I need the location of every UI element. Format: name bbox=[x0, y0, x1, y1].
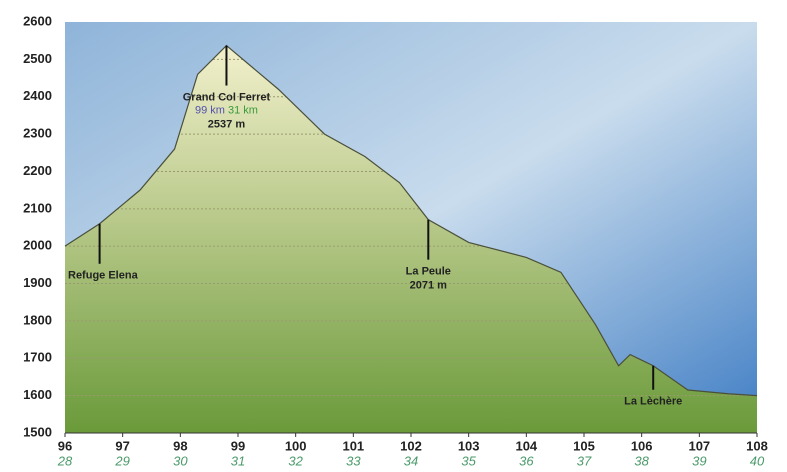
x2-tick-label: 38 bbox=[634, 453, 649, 468]
x2-tick-label: 37 bbox=[577, 453, 592, 468]
x-tick-label: 101 bbox=[342, 438, 364, 453]
x-tick-label: 98 bbox=[173, 438, 187, 453]
x2-tick-label: 31 bbox=[231, 453, 245, 468]
annotation-elevation: 2071 m bbox=[410, 280, 448, 292]
annotation-label: La Peule bbox=[406, 266, 451, 278]
y-tick-label: 1900 bbox=[23, 275, 52, 290]
y-tick-label: 2400 bbox=[23, 88, 52, 103]
x-tick-label: 106 bbox=[631, 438, 653, 453]
y-tick-label: 2000 bbox=[23, 238, 52, 253]
x2-tick-label: 29 bbox=[114, 453, 129, 468]
y-tick-label: 2100 bbox=[23, 200, 52, 215]
x2-tick-label: 33 bbox=[346, 453, 361, 468]
x-tick-label: 107 bbox=[688, 438, 710, 453]
x-tick-label: 103 bbox=[458, 438, 480, 453]
y-tick-label: 1700 bbox=[23, 350, 52, 365]
y-tick-label: 2500 bbox=[23, 51, 52, 66]
x2-tick-label: 32 bbox=[288, 453, 303, 468]
distance-km2: 31 km bbox=[228, 104, 258, 116]
x-tick-label: 99 bbox=[231, 438, 245, 453]
annotation-label: Refuge Elena bbox=[68, 270, 139, 282]
y-tick-label: 1800 bbox=[23, 312, 52, 327]
x2-tick-label: 39 bbox=[692, 453, 706, 468]
y-tick-label: 2200 bbox=[23, 163, 52, 178]
annotation-label: La Lèchère bbox=[624, 396, 682, 408]
x2-tick-label: 35 bbox=[461, 453, 476, 468]
x-tick-label: 97 bbox=[115, 438, 129, 453]
annotation-label: Grand Col Ferret bbox=[183, 91, 271, 103]
annotation-distance: 99 km 31 km bbox=[195, 104, 258, 116]
x2-tick-label: 36 bbox=[519, 453, 534, 468]
x2-tick-label: 40 bbox=[750, 453, 765, 468]
x-tick-label: 100 bbox=[285, 438, 307, 453]
y-tick-label: 1600 bbox=[23, 387, 52, 402]
annotation-elevation: 2537 m bbox=[208, 118, 246, 130]
y-tick-label: 2600 bbox=[23, 13, 52, 28]
y-tick-label: 2300 bbox=[23, 126, 52, 141]
x-tick-label: 104 bbox=[515, 438, 537, 453]
x-tick-label: 108 bbox=[746, 438, 768, 453]
distance-km: 99 km bbox=[195, 104, 225, 116]
y-tick-label: 1500 bbox=[23, 424, 52, 439]
x-tick-label: 102 bbox=[400, 438, 422, 453]
x2-tick-label: 34 bbox=[404, 453, 418, 468]
x2-tick-label: 30 bbox=[173, 453, 188, 468]
x-tick-label: 105 bbox=[573, 438, 595, 453]
x-tick-label: 96 bbox=[58, 438, 72, 453]
x2-tick-label: 28 bbox=[57, 453, 73, 468]
chart: 1500 1600 1700 1800 1900 2000 2100 2200 2300 2400… bbox=[0, 0, 787, 472]
